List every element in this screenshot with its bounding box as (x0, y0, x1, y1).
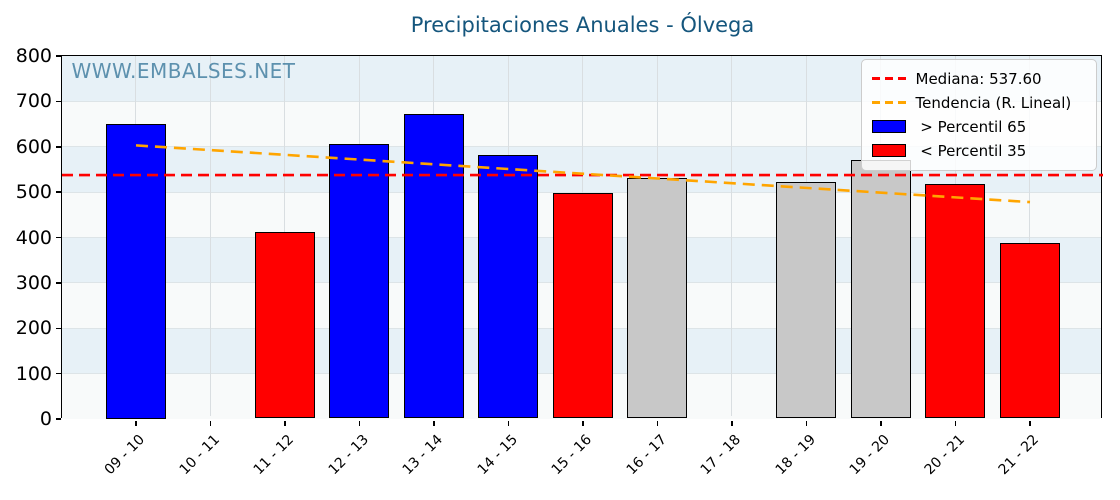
bar-15-16 (552, 192, 613, 419)
legend-item-trend: Tendencia (R. Lineal) (871, 91, 1086, 115)
x-tick (731, 421, 733, 426)
trend-swatch (871, 101, 906, 104)
legend-label: Mediana: 537.60 (915, 69, 1042, 88)
y-tick (55, 418, 61, 420)
x-tick (135, 421, 137, 426)
x-tick (507, 421, 510, 426)
legend-label: > Percentil 65 (915, 117, 1027, 136)
v-gridline (1029, 55, 1030, 416)
x-tick (582, 421, 584, 426)
y-tick (55, 55, 61, 57)
y-tick (55, 236, 61, 239)
bar-19-20 (850, 159, 911, 419)
v-gridline (209, 55, 211, 416)
v-gridline (731, 55, 732, 416)
y-tick-label: 200 (15, 317, 52, 340)
watermark: WWW.EMBALSES.NET (71, 58, 296, 83)
x-tick (433, 421, 435, 426)
x-tick (954, 421, 957, 426)
y-tick (55, 372, 61, 375)
median-swatch (871, 77, 906, 80)
legend-item-median: Mediana: 537.60 (871, 67, 1086, 91)
x-tick (284, 421, 286, 426)
plot-area: WWW.EMBALSES.NET Mediana: 537.60 Tendenci… (60, 54, 1103, 419)
y-tick-label: 500 (15, 181, 52, 204)
legend: Mediana: 537.60 Tendencia (R. Lineal) > P… (860, 58, 1097, 171)
bar-18-19 (776, 182, 836, 419)
percentil-65-swatch (871, 120, 906, 133)
legend-item-percentil-35: < Percentil 35 (871, 139, 1086, 163)
x-tick (880, 421, 882, 426)
bar-20-21 (925, 183, 985, 419)
y-tick-label: 700 (15, 90, 52, 113)
y-tick-label: 0 (39, 408, 52, 430)
y-tick (55, 327, 61, 329)
x-tick-label: 09 - 10 (101, 431, 149, 479)
y-tick-label: 800 (15, 45, 52, 67)
bar-11-12 (254, 232, 315, 419)
y-tick (55, 146, 61, 148)
x-tick (209, 421, 212, 426)
x-tick (1029, 421, 1031, 426)
bar-12-13 (329, 143, 389, 419)
bar-13-14 (403, 113, 464, 419)
legend-label: < Percentil 35 (915, 141, 1027, 160)
chart-title: Precipitaciones Anuales - Ólvega (410, 13, 755, 37)
x-tick (358, 421, 361, 426)
bar-09-10 (105, 123, 166, 419)
y-tick-label: 600 (15, 135, 52, 158)
bar-16-17 (627, 177, 687, 419)
bar-14-15 (478, 155, 538, 419)
y-tick-label: 300 (15, 271, 52, 294)
bar-21-22 (999, 243, 1060, 419)
x-tick (805, 421, 808, 426)
y-tick (55, 282, 61, 284)
y-tick (55, 191, 61, 193)
y-tick-label: 100 (15, 362, 52, 385)
legend-label: Tendencia (R. Lineal) (915, 93, 1072, 112)
legend-item-percentil-65: > Percentil 65 (871, 115, 1086, 139)
h-gridline (61, 100, 1101, 102)
y-tick (55, 100, 61, 103)
y-tick-label: 400 (15, 226, 52, 249)
x-tick (656, 421, 659, 426)
percentil-35-swatch (871, 144, 906, 157)
